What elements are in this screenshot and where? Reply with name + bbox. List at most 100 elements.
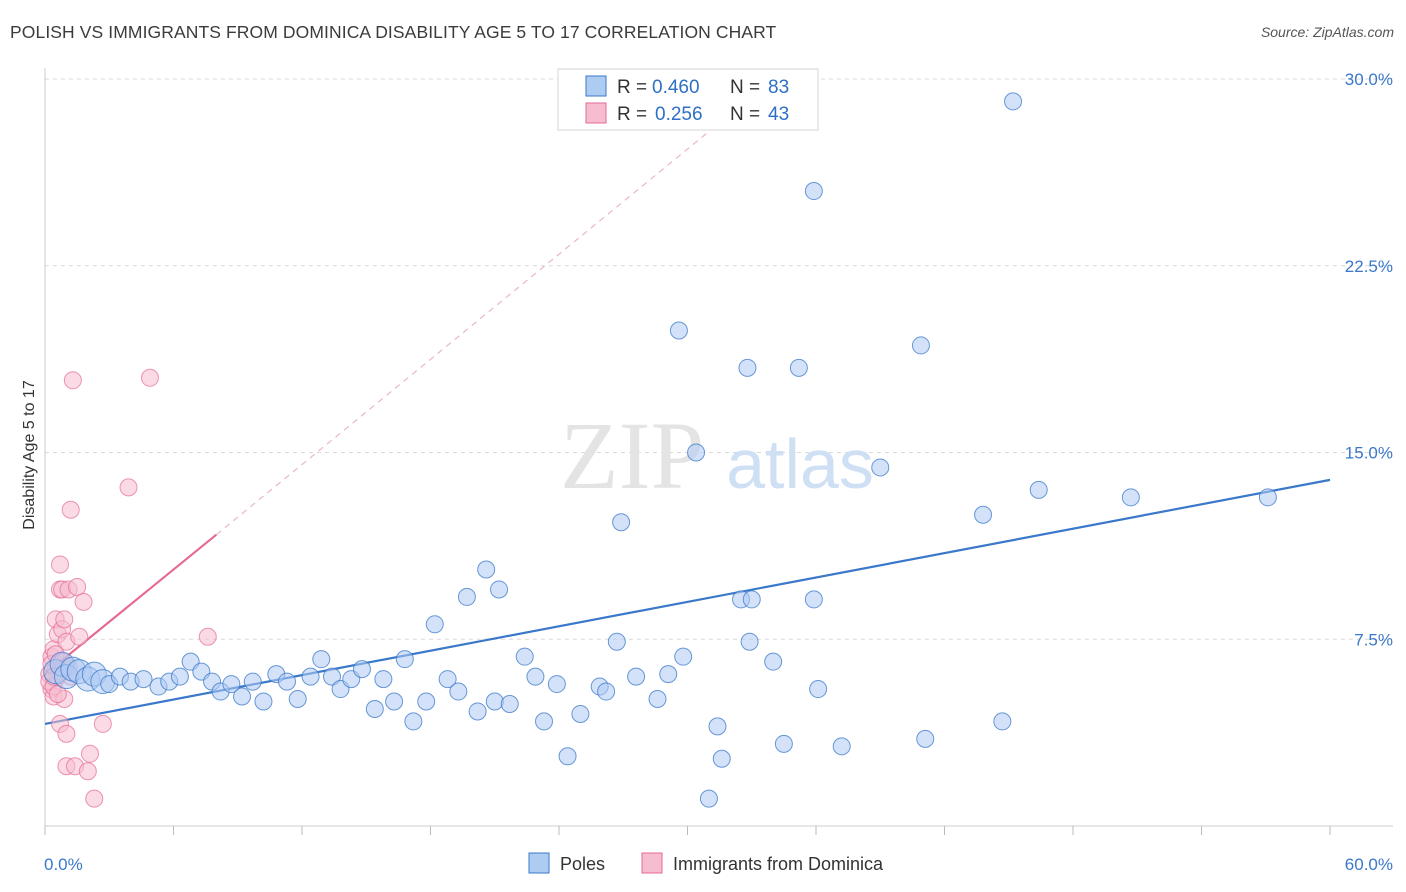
grid-lines (45, 78, 1392, 640)
bottom-legend-swatch-poles (528, 852, 550, 874)
point-poles-28 (322, 667, 341, 686)
point-poles-57 (627, 667, 646, 686)
trend-line-dominica (44, 533, 218, 675)
point-poles-78 (916, 729, 935, 748)
axes (44, 68, 1393, 835)
point-poles-82 (1029, 480, 1048, 499)
point-poles-25 (288, 690, 307, 709)
point-poles-77 (911, 336, 930, 355)
point-poles-76 (871, 458, 890, 477)
point-poles-62 (687, 443, 706, 462)
point-poles-73 (804, 590, 823, 609)
legend-swatch-poles (585, 75, 607, 97)
legend-r-value-1: 0.460 (652, 77, 700, 98)
point-poles-40 (449, 682, 468, 701)
point-poles-64 (708, 717, 727, 736)
point-dominica-32 (119, 478, 138, 497)
point-poles-74 (809, 680, 828, 699)
point-poles-33 (374, 670, 393, 689)
point-dominica-34 (198, 627, 217, 646)
point-dominica-18 (57, 724, 76, 743)
watermark-zip: ZIP (560, 402, 704, 509)
point-poles-70 (764, 652, 783, 671)
point-poles-54 (597, 682, 616, 701)
point-poles-14 (170, 667, 189, 686)
watermark-atlas: atlas (726, 425, 874, 503)
y-tick-label-2: 22.5% (1345, 257, 1393, 276)
point-dominica-28 (78, 762, 97, 781)
point-poles-81 (1004, 92, 1023, 111)
chart-source: Source: ZipAtlas.com (1260, 24, 1394, 40)
y-axis-title: Disability Age 5 to 17 (21, 380, 38, 530)
point-poles-20 (233, 687, 252, 706)
point-poles-79 (974, 505, 993, 524)
y-tick-label-0: 7.5% (1354, 630, 1393, 649)
point-poles-68 (740, 632, 759, 651)
point-poles-41 (457, 587, 476, 606)
point-poles-80 (993, 712, 1012, 731)
point-poles-63 (699, 789, 718, 808)
point-poles-22 (254, 692, 273, 711)
watermark: ZIP atlas (560, 402, 874, 509)
trend-line-dominica-extension (215, 95, 753, 536)
tick-labels: 7.5% 15.0% 22.5% 30.0% 0.0% 60.0% (44, 70, 1393, 874)
point-poles-31 (352, 660, 371, 679)
point-poles-19 (222, 675, 241, 694)
point-poles-67 (738, 358, 757, 377)
point-poles-36 (404, 712, 423, 731)
y-tick-label-3: 30.0% (1345, 70, 1393, 89)
point-poles-55 (607, 632, 626, 651)
point-poles-58 (648, 690, 667, 709)
chart-title: POLISH VS IMMIGRANTS FROM DOMINICA DISAB… (10, 22, 777, 42)
point-poles-27 (312, 650, 331, 669)
point-poles-51 (558, 747, 577, 766)
bottom-legend-poles: Poles (560, 854, 605, 874)
legend-r-value-2: 0.256 (655, 104, 703, 125)
point-poles-11 (134, 670, 153, 689)
point-poles-38 (425, 615, 444, 634)
series-dominica-points (40, 368, 217, 808)
point-poles-75 (832, 737, 851, 756)
point-poles-48 (526, 667, 545, 686)
point-poles-85 (804, 182, 823, 201)
point-dominica-11 (50, 555, 69, 574)
point-poles-84 (1258, 488, 1277, 507)
point-dominica-14 (55, 610, 74, 629)
point-dominica-21 (61, 500, 80, 519)
legend-n-label-2: N = (730, 104, 760, 125)
point-poles-59 (659, 665, 678, 684)
series-poles-points (43, 92, 1277, 808)
point-poles-39 (438, 670, 457, 689)
point-dominica-33 (140, 368, 159, 387)
y-tick-label-1: 15.0% (1345, 444, 1393, 463)
point-poles-52 (571, 704, 590, 723)
point-poles-60 (669, 321, 688, 340)
legend: R = 0.460 N = 83 R = 0.256 N = 43 (557, 68, 819, 131)
point-dominica-23 (63, 371, 82, 390)
point-poles-35 (395, 650, 414, 669)
point-dominica-30 (85, 789, 104, 808)
point-poles-69 (742, 590, 761, 609)
point-poles-47 (515, 647, 534, 666)
point-poles-61 (674, 647, 693, 666)
legend-n-value-2: 43 (768, 104, 789, 125)
point-poles-21 (243, 672, 262, 691)
point-poles-37 (417, 692, 436, 711)
point-poles-72 (789, 358, 808, 377)
legend-n-label-1: N = (730, 77, 760, 98)
point-poles-50 (547, 675, 566, 694)
x-tick-label-0: 0.0% (44, 855, 83, 874)
point-dominica-27 (74, 592, 93, 611)
x-tick-label-1: 60.0% (1345, 855, 1393, 874)
point-poles-65 (712, 749, 731, 768)
point-poles-32 (365, 699, 384, 718)
legend-swatch-dominica (585, 102, 607, 124)
legend-n-value-1: 83 (768, 77, 789, 98)
point-poles-24 (278, 672, 297, 691)
point-dominica-26 (70, 627, 89, 646)
point-poles-26 (301, 667, 320, 686)
point-dominica-25 (68, 577, 87, 596)
legend-r-label-1: R = (617, 77, 647, 98)
point-poles-56 (612, 513, 631, 532)
bottom-legend-swatch-dominica (641, 852, 663, 874)
